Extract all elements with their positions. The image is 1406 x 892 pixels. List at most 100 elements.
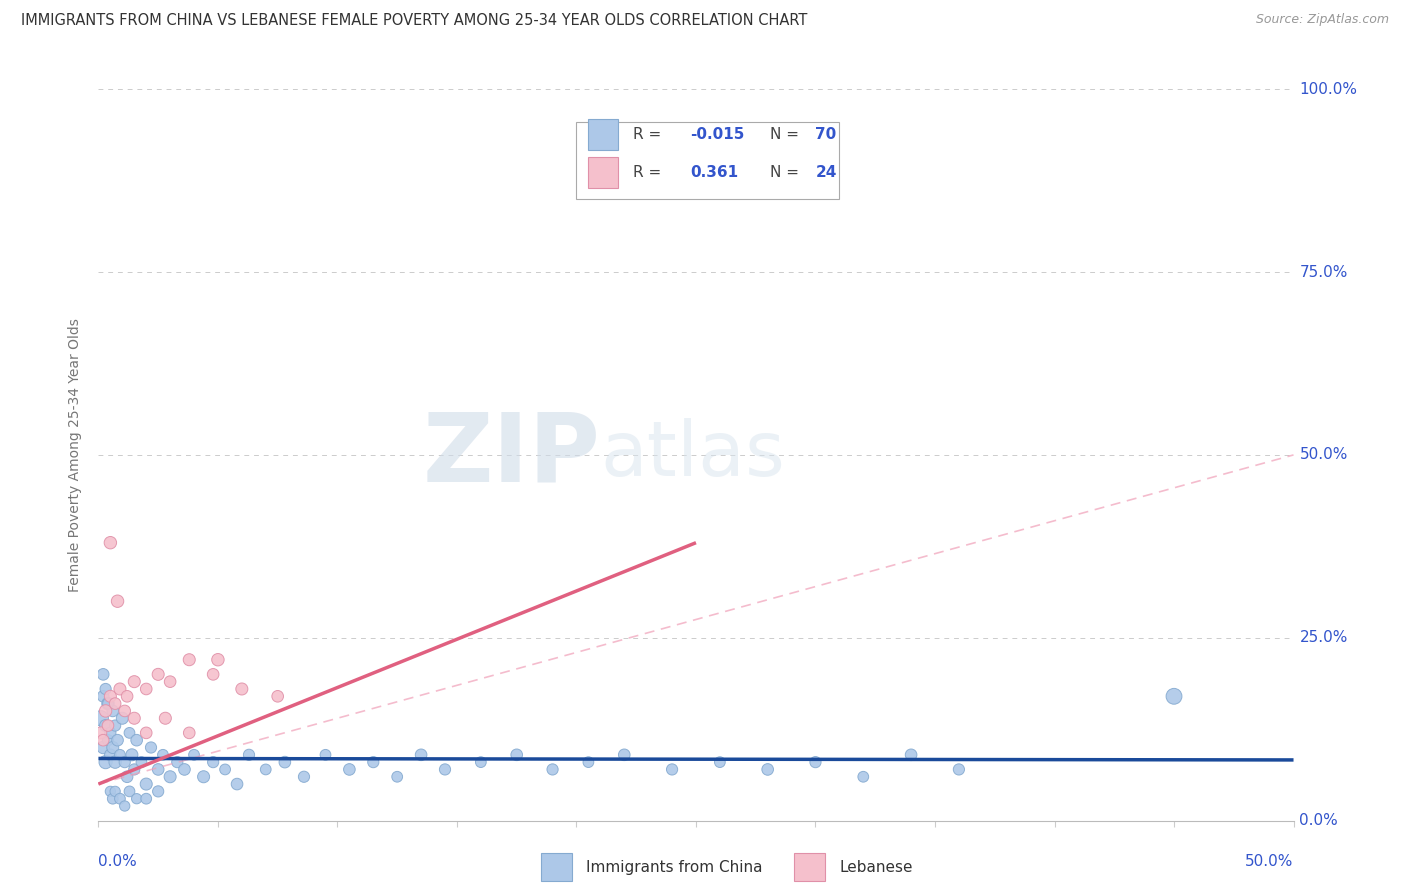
Point [363, 755, 385, 769]
Point [578, 755, 600, 769]
FancyBboxPatch shape [589, 120, 619, 150]
Point [900, 747, 922, 762]
Text: Lebanese: Lebanese [839, 860, 912, 874]
Point [124, 711, 146, 725]
Point [114, 704, 136, 718]
Text: 100.0%: 100.0% [1299, 82, 1358, 96]
Point [104, 718, 127, 732]
Y-axis label: Female Poverty Among 25-34 Year Olds: Female Poverty Among 25-34 Year Olds [69, 318, 83, 592]
Point [114, 799, 136, 814]
Point [148, 784, 170, 798]
Point [202, 755, 225, 769]
Text: 24: 24 [815, 165, 837, 180]
Text: 25.0%: 25.0% [1299, 631, 1348, 645]
Text: 50.0%: 50.0% [1299, 448, 1348, 462]
Point [98, 747, 122, 762]
Point [238, 747, 260, 762]
Point [91, 733, 114, 747]
Point [179, 653, 201, 667]
Point [315, 747, 337, 762]
Point [661, 763, 683, 777]
Point [104, 755, 127, 769]
Point [804, 755, 827, 769]
Point [97, 718, 120, 732]
Point [756, 763, 779, 777]
Point [135, 726, 157, 740]
Point [709, 755, 731, 769]
Text: -0.015: -0.015 [690, 127, 744, 142]
Point [183, 747, 205, 762]
Point [202, 667, 225, 681]
Point [139, 740, 162, 755]
Point [135, 777, 157, 791]
Point [94, 755, 117, 769]
Point [108, 747, 131, 762]
Point [267, 690, 290, 704]
Point [107, 733, 129, 747]
Point [101, 791, 124, 805]
Point [125, 733, 148, 747]
Point [159, 674, 181, 689]
Point [115, 770, 138, 784]
Point [166, 755, 188, 769]
Point [155, 711, 177, 725]
Text: 0.361: 0.361 [690, 165, 738, 180]
Text: 70: 70 [815, 127, 837, 142]
Point [135, 791, 157, 805]
Point [118, 726, 141, 740]
Point [118, 784, 141, 798]
Point [193, 770, 215, 784]
Point [274, 755, 297, 769]
Text: ZIP: ZIP [422, 409, 600, 501]
Point [292, 770, 315, 784]
Point [97, 697, 120, 711]
Point [385, 770, 409, 784]
Point [434, 763, 457, 777]
Text: 0.0%: 0.0% [98, 854, 138, 869]
Point [541, 763, 564, 777]
Point [214, 763, 236, 777]
Point [254, 763, 277, 777]
Point [948, 763, 970, 777]
Point [173, 763, 195, 777]
Point [90, 711, 112, 725]
Point [613, 747, 636, 762]
Point [148, 763, 170, 777]
Text: 0.0%: 0.0% [1299, 814, 1339, 828]
Text: R =: R = [633, 127, 666, 142]
Text: IMMIGRANTS FROM CHINA VS LEBANESE FEMALE POVERTY AMONG 25-34 YEAR OLDS CORRELATI: IMMIGRANTS FROM CHINA VS LEBANESE FEMALE… [21, 13, 807, 29]
Text: 50.0%: 50.0% [1246, 854, 1294, 869]
Point [98, 535, 122, 549]
Point [108, 791, 131, 805]
Point [207, 653, 229, 667]
FancyBboxPatch shape [576, 122, 839, 199]
Point [506, 747, 529, 762]
Text: atlas: atlas [600, 418, 785, 491]
Point [125, 791, 148, 805]
FancyBboxPatch shape [589, 157, 619, 188]
Text: Source: ZipAtlas.com: Source: ZipAtlas.com [1256, 13, 1389, 27]
Point [124, 674, 146, 689]
Point [108, 681, 131, 696]
Point [179, 726, 201, 740]
Point [470, 755, 492, 769]
Point [91, 667, 114, 681]
Point [94, 704, 117, 718]
Point [97, 733, 120, 747]
Text: R =: R = [633, 165, 666, 180]
Point [852, 770, 875, 784]
Point [98, 690, 122, 704]
Point [1163, 690, 1185, 704]
Point [101, 740, 124, 755]
Point [98, 784, 122, 798]
Point [121, 747, 143, 762]
Point [124, 763, 146, 777]
Point [152, 747, 174, 762]
Point [159, 770, 181, 784]
Point [94, 718, 117, 732]
Point [101, 704, 124, 718]
Point [104, 784, 127, 798]
Point [91, 690, 114, 704]
Point [339, 763, 361, 777]
Point [97, 697, 120, 711]
